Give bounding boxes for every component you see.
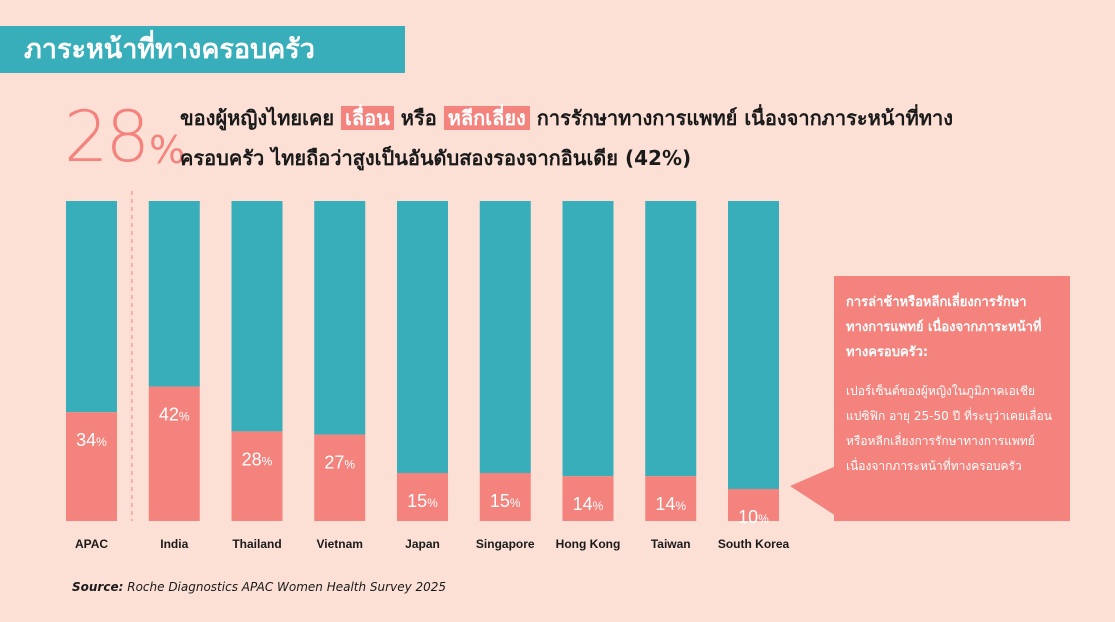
bar-remainder-japan [397, 201, 448, 473]
data-label-singapore: 15% [490, 491, 521, 511]
data-label-south-korea: 10% [738, 507, 769, 527]
bar-remainder-taiwan [645, 201, 697, 477]
bar-remainder-singapore [479, 201, 531, 473]
callout-box: การล่าช้าหรือหลีกเลี่ยงการรักษาทางการแพท… [834, 276, 1070, 521]
headline-text-3: การรักษาทางการแพทย์ เนื่องจากภาระหน้าที่… [536, 106, 954, 130]
headline-text-1: ของผู้หญิงไทยเคย [180, 106, 335, 130]
data-label-hong-kong: 14% [573, 494, 604, 514]
bar-remainder-thailand [231, 201, 283, 432]
data-label-apac: 34% [76, 430, 107, 450]
bar-remainder-india [148, 201, 200, 387]
category-label-south-korea: South Korea [718, 537, 790, 551]
category-label-japan: Japan [405, 537, 440, 551]
headline-stat: 28 % [64, 92, 185, 172]
category-label-singapore: Singapore [476, 537, 535, 551]
page-title: ภาระหน้าที่ทางครอบครัว [24, 34, 315, 65]
callout-title: การล่าช้าหรือหลีกเลี่ยงการรักษาทางการแพท… [846, 295, 1042, 360]
bar-value-japan [397, 473, 448, 521]
bar-value-south-korea [728, 489, 779, 521]
bar-remainder-south-korea [728, 201, 779, 489]
callout-body: เปอร์เซ็นต์ของผู้หญิงในภูมิภาคเอเชียแปซิ… [846, 384, 1052, 473]
headline-text: ของผู้หญิงไทยเคย เลื่อน หรือ หลีกเลี่ยง … [180, 98, 1080, 178]
title-banner: ภาระหน้าที่ทางครอบครัว [0, 26, 405, 73]
headline-stat-value: 28 [64, 96, 150, 178]
highlight-postpone: เลื่อน [341, 106, 394, 130]
source-label: Source: [72, 580, 124, 594]
category-label-india: India [160, 537, 188, 551]
data-label-taiwan: 14% [655, 494, 686, 514]
category-label-vietnam: Vietnam [317, 537, 363, 551]
bar-value-singapore [479, 473, 531, 521]
data-label-vietnam: 27% [324, 453, 355, 473]
category-label-thailand: Thailand [232, 537, 281, 551]
bar-value-apac [66, 412, 117, 521]
category-label-apac: APAC [75, 537, 108, 551]
headline-text-2: หรือ [400, 106, 437, 130]
category-label-hong-kong: Hong Kong [556, 537, 621, 551]
bar-remainder-apac [66, 201, 117, 413]
source-note: Source: Roche Diagnostics APAC Women Hea… [72, 580, 446, 594]
bar-remainder-vietnam [314, 201, 366, 435]
data-label-thailand: 28% [242, 449, 273, 469]
headline-line-1: ของผู้หญิงไทยเคย เลื่อน หรือ หลีกเลี่ยง … [180, 98, 1080, 138]
bar-value-thailand [231, 431, 283, 521]
bar-value-taiwan [645, 476, 697, 521]
bar-value-hong-kong [562, 476, 614, 521]
highlight-avoid: หลีกเลี่ยง [443, 106, 530, 130]
category-label-taiwan: Taiwan [651, 537, 691, 551]
bar-remainder-hong-kong [562, 201, 614, 477]
data-label-india: 42% [159, 405, 190, 425]
headline-stat-unit: % [149, 128, 186, 172]
bar-value-vietnam [314, 434, 366, 521]
bar-value-india [148, 386, 200, 521]
headline-line-2: ครอบครัว ไทยถือว่าสูงเป็นอันดับสองรองจาก… [180, 146, 692, 170]
data-label-japan: 15% [407, 491, 438, 511]
callout-pointer-icon [790, 466, 836, 516]
source-text: Roche Diagnostics APAC Women Health Surv… [127, 580, 447, 594]
